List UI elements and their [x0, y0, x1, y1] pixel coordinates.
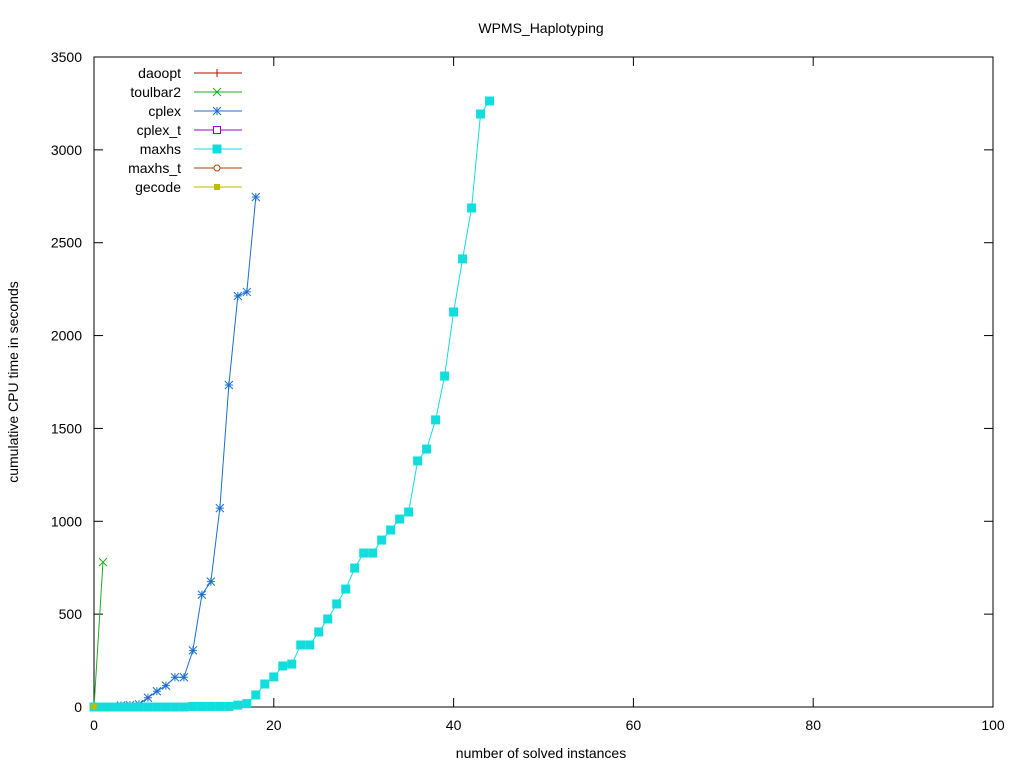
legend-item-toulbar2: toulbar2	[130, 84, 242, 100]
legend-label: cplex	[148, 103, 181, 119]
legend-label: gecode	[135, 179, 181, 195]
y-tick-label: 1500	[51, 420, 82, 436]
legend-item-maxhs: maxhs	[140, 141, 242, 157]
x-tick-label: 100	[981, 717, 1005, 733]
x-axis-label: number of solved instances	[456, 745, 626, 761]
y-tick-label: 2500	[51, 235, 82, 251]
x-tick-label: 80	[805, 717, 821, 733]
series-toulbar2	[89, 557, 108, 712]
y-tick-label: 0	[74, 699, 82, 715]
x-tick-label: 40	[446, 717, 462, 733]
legend-item-cplex_t: cplex_t	[137, 122, 242, 138]
y-tick-label: 500	[59, 606, 83, 622]
y-tick-label: 1000	[51, 513, 82, 529]
legend-label: maxhs	[140, 141, 181, 157]
y-axis-label: cumulative CPU time in seconds	[5, 281, 21, 483]
chart-title: WPMS_Haplotyping	[478, 20, 603, 36]
series-cplex	[89, 192, 261, 712]
y-axis-ticks: 0 500 1000 1500 2000 2500 3000 3500	[51, 49, 993, 715]
x-axis-ticks: 0 20 40 60 80 100	[90, 57, 1005, 733]
legend-item-cplex: cplex	[148, 103, 242, 119]
legend-label: toulbar2	[130, 84, 181, 100]
series-maxhs	[89, 96, 495, 712]
y-tick-label: 3500	[51, 49, 82, 65]
legend-item-daoopt: daoopt	[138, 65, 242, 81]
legend-item-maxhs_t: maxhs_t	[128, 160, 242, 176]
x-tick-label: 0	[90, 717, 98, 733]
legend-item-gecode: gecode	[135, 179, 242, 195]
legend-label: cplex_t	[137, 122, 181, 138]
plot-area	[93, 56, 994, 708]
y-tick-label: 3000	[51, 142, 82, 158]
series-lines	[89, 96, 495, 712]
series-gecode	[91, 704, 97, 710]
x-tick-label: 60	[626, 717, 642, 733]
x-tick-label: 20	[266, 717, 282, 733]
legend-label: daoopt	[138, 65, 181, 81]
legend-label: maxhs_t	[128, 160, 181, 176]
y-tick-label: 2000	[51, 328, 82, 344]
